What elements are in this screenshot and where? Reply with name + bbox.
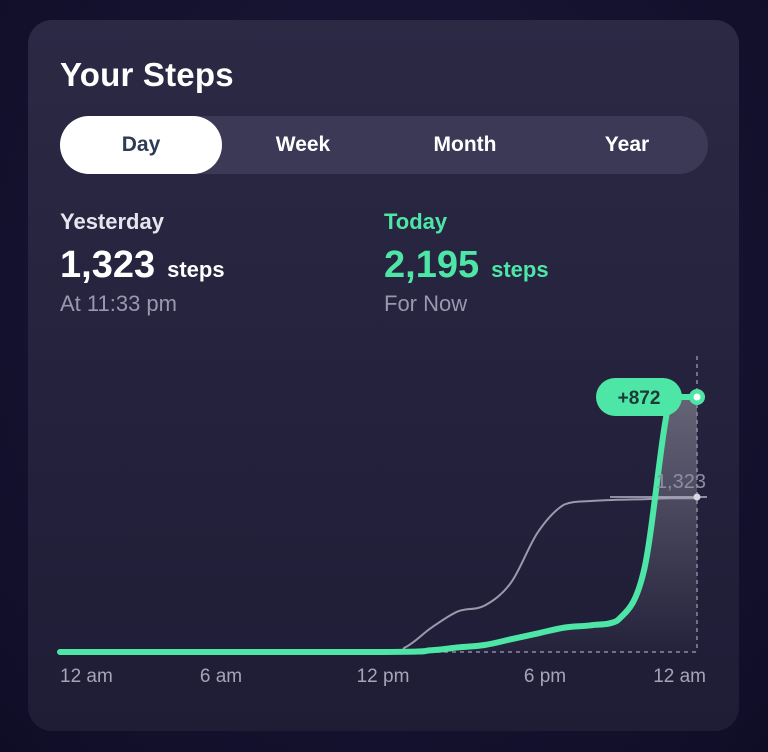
today-label: Today [384,209,448,234]
yesterday-total-dot [693,493,701,501]
x-tick-label: 12 am [653,666,706,687]
yesterday-value-group: 1,323 steps [60,244,225,287]
today-series-line [57,394,700,656]
today-value-group: 2,195 steps [384,244,549,287]
yesterday-total-label: 1,323 [656,471,706,493]
yesterday-steps-value: 1,323 [60,244,156,286]
yesterday-time: At 11:33 pm [60,291,177,316]
yesterday-label: Yesterday [60,209,164,234]
today-status: For Now [384,291,468,316]
today-area-fill [60,397,697,652]
tab-week[interactable]: Week [275,133,331,156]
tab-day[interactable]: Day [60,116,222,174]
increase-badge [596,378,682,416]
tab-month[interactable]: Month [433,133,497,156]
today-steps-unit: steps [491,257,549,282]
increase-badge-text: +872 [618,388,661,409]
today-current-dot-center [693,393,701,401]
tab-year[interactable]: Year [604,133,650,156]
x-tick-label: 6 am [200,666,242,687]
x-tick-label: 12 pm [357,666,410,687]
x-tick-label: 12 am [60,666,113,687]
card-title: Your Steps [60,56,234,93]
x-tick-label: 6 pm [524,666,566,687]
period-tabs: Day Week Month Year [60,116,708,174]
yesterday-steps-unit: steps [167,257,225,282]
today-steps-value: 2,195 [384,244,480,286]
